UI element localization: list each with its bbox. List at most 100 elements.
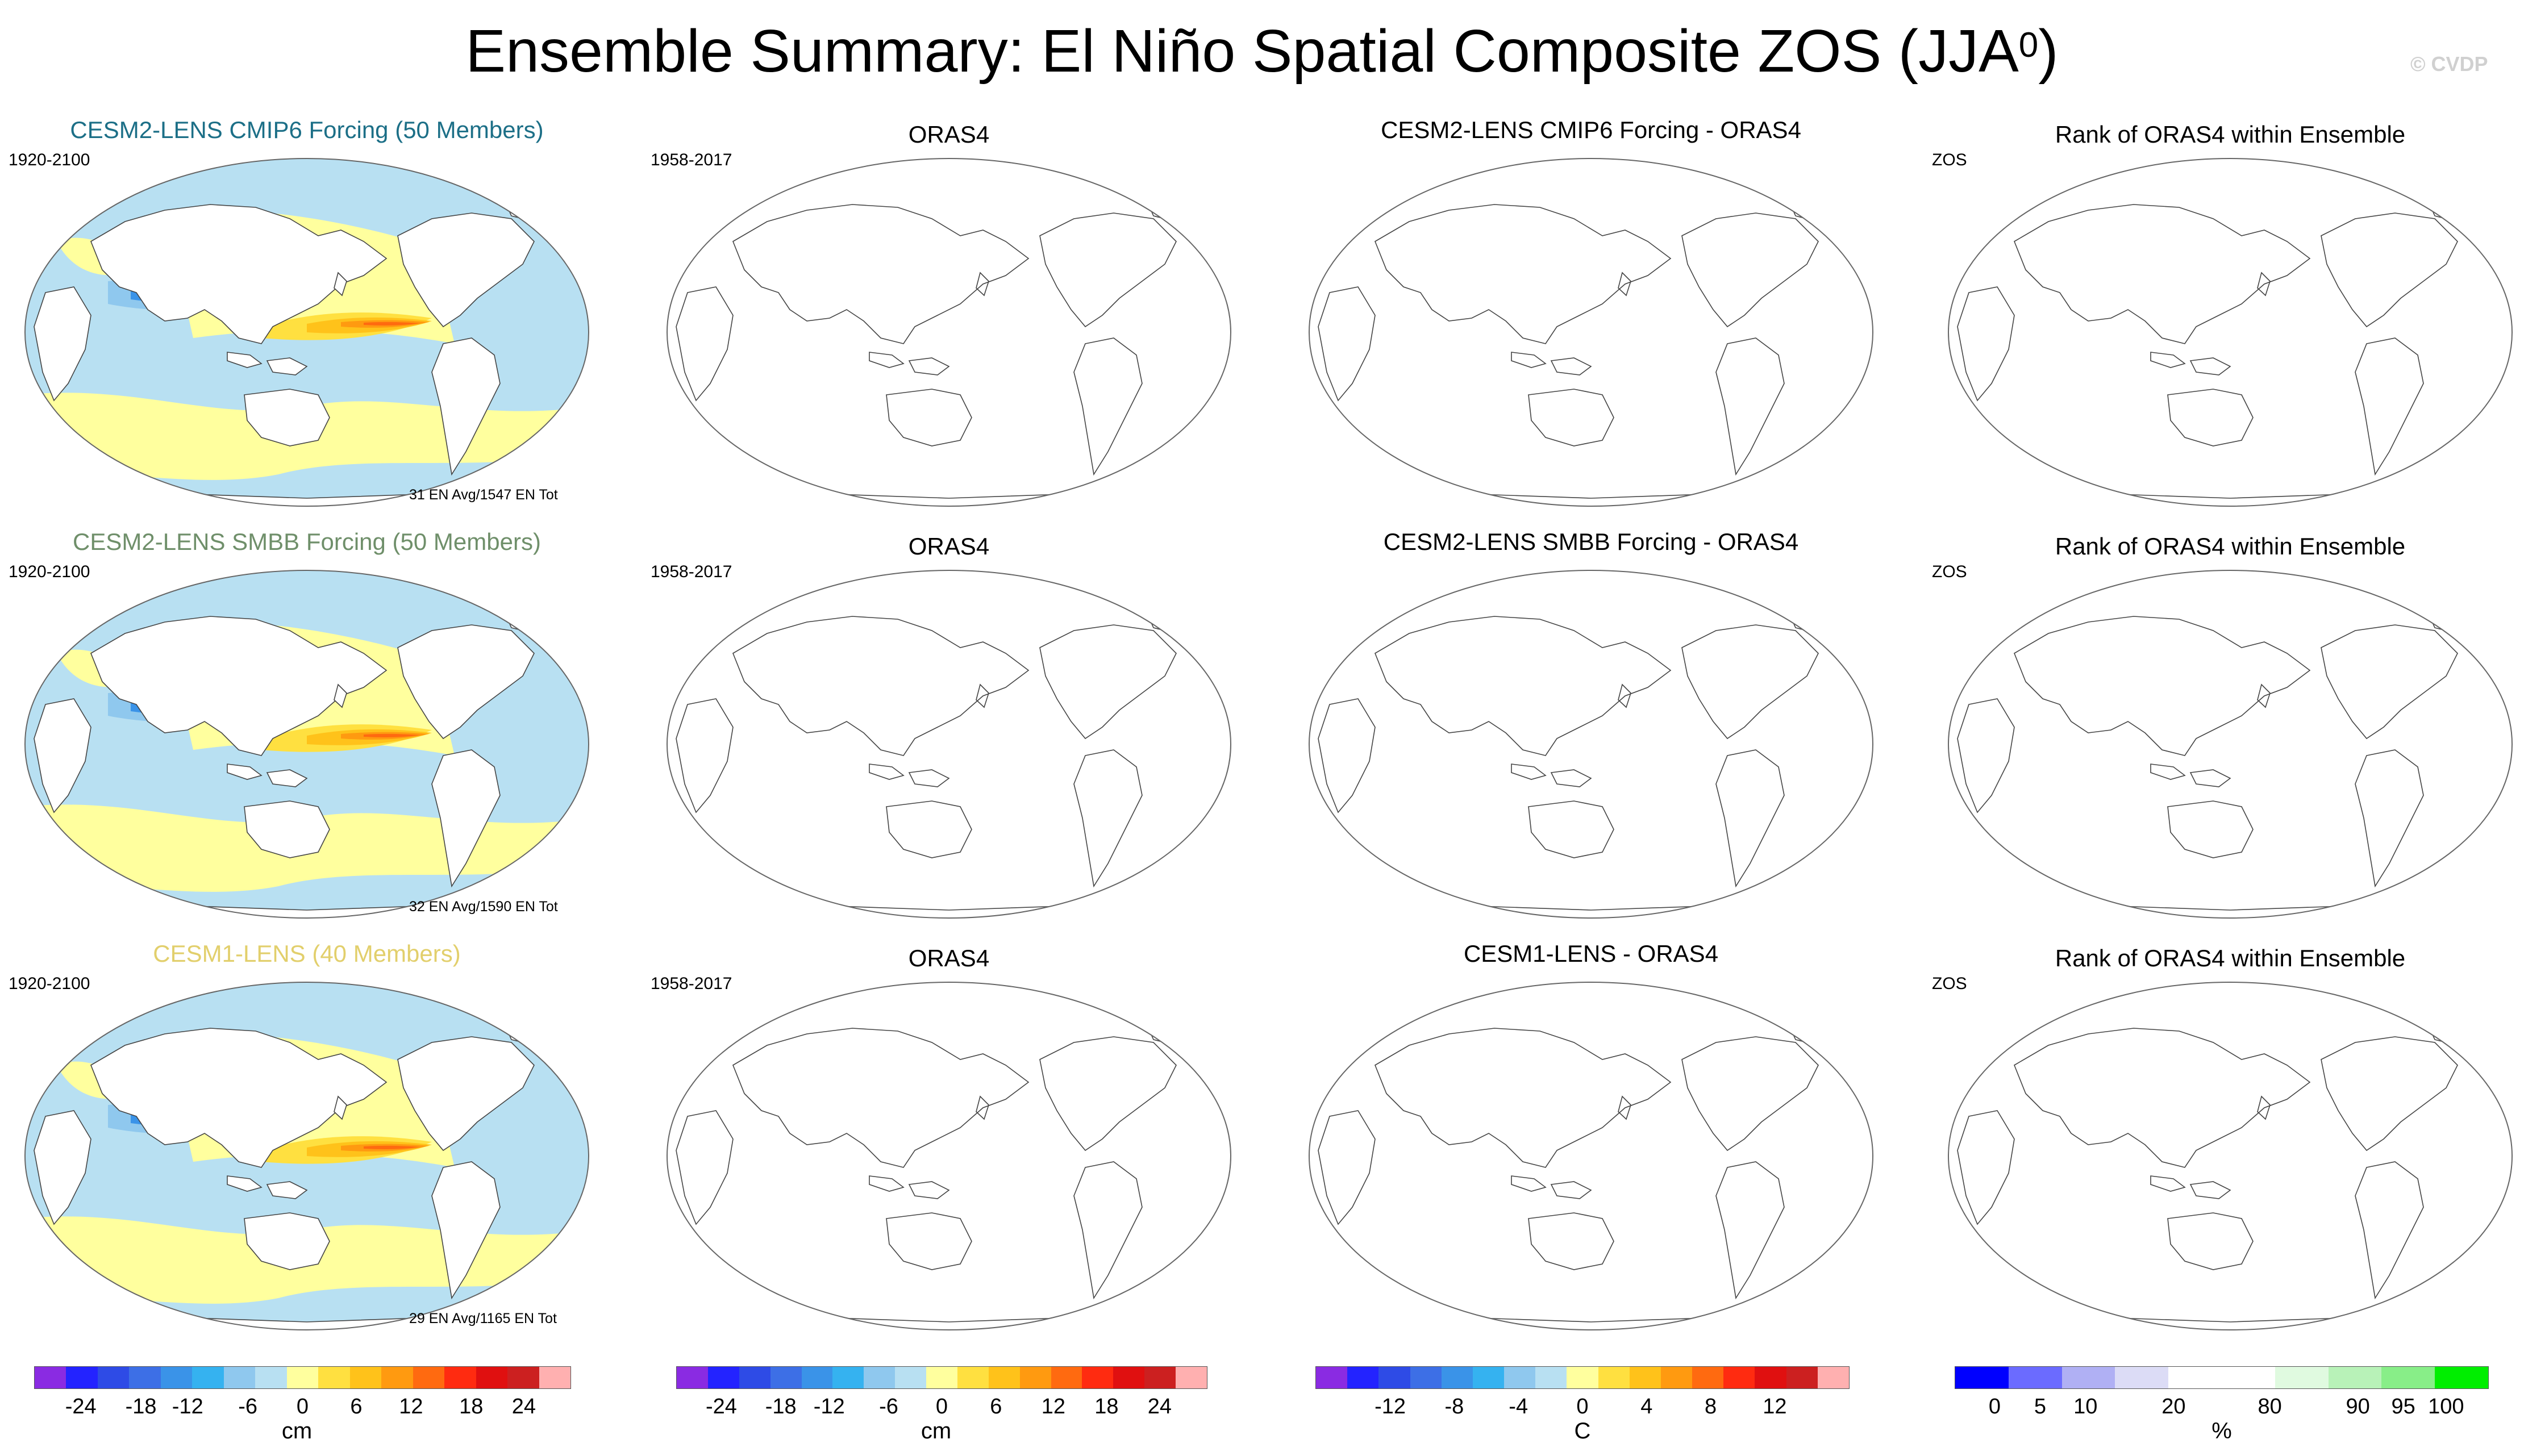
colorbar-2: -24 -18 -12 -6 0 6 12 18 24 cm [676, 1366, 1207, 1451]
colorbar-tick-label: -4 [1509, 1395, 1528, 1419]
colorbar-swatch [1504, 1367, 1536, 1388]
page-title: Ensemble Summary: El Niño Spatial Compos… [465, 18, 2059, 85]
colorbar-swatches [1315, 1366, 1850, 1389]
colorbar-swatch [1441, 1367, 1473, 1388]
colorbar-swatch [1567, 1367, 1598, 1388]
row2-rank-label: ZOS [1932, 562, 1967, 581]
row1-obs-title: ORAS4 [908, 121, 990, 148]
colorbar-tick-label: 20 [2161, 1395, 2186, 1419]
colorbar-tick-label: 4 [1640, 1395, 1653, 1419]
colorbar-tick-label: -24 [65, 1395, 97, 1419]
row2-ensemble-title: CESM2-LENS SMBB Forcing (50 Members) [73, 528, 541, 555]
row1-rank-map [1948, 158, 2513, 507]
colorbar-swatches [34, 1366, 571, 1389]
colorbar-swatch [2381, 1367, 2435, 1388]
colorbar-swatch [1955, 1367, 2009, 1388]
colorbar-tick-label: 100 [2428, 1395, 2464, 1419]
colorbar-swatch [1082, 1367, 1114, 1388]
row1-ensemble-label: 1920-2100 [9, 151, 90, 169]
colorbar-swatch [1410, 1367, 1442, 1388]
colorbar-swatch [739, 1367, 770, 1388]
colorbar-swatch [1472, 1367, 1505, 1388]
colorbar-swatch [2168, 1367, 2222, 1388]
colorbar-swatch [801, 1367, 833, 1388]
colorbar-swatch [2061, 1367, 2115, 1388]
colorbar-tick-label: -6 [238, 1395, 258, 1419]
colorbar-swatch [1817, 1367, 1849, 1388]
colorbar-tick-label: -18 [765, 1395, 797, 1419]
colorbar-swatch [1176, 1367, 1207, 1388]
row3-rank-map [1948, 982, 2513, 1330]
row2-diff-map [1309, 570, 1873, 919]
colorbar-swatch [957, 1367, 989, 1388]
colorbar-tick-label: -24 [706, 1395, 737, 1419]
colorbar-tick-label: 10 [2073, 1395, 2098, 1419]
colorbar-tick-label: 0 [296, 1395, 309, 1419]
colorbar-swatch [349, 1367, 382, 1388]
colorbar-tick-label: 90 [2346, 1395, 2370, 1419]
colorbar-tick-label: -12 [172, 1395, 203, 1419]
colorbar-swatch [1629, 1367, 1661, 1388]
colorbar-swatch [770, 1367, 802, 1388]
colorbar-swatch [1051, 1367, 1082, 1388]
colorbar-swatch [707, 1367, 739, 1388]
row2-diff-title: CESM2-LENS SMBB Forcing - ORAS4 [1383, 528, 1799, 555]
row2-rank-map [1948, 570, 2513, 919]
colorbar-swatch [1316, 1367, 1348, 1388]
colorbar-tick-label: 18 [459, 1395, 484, 1419]
colorbar-unit: C [1574, 1419, 1591, 1444]
row3-obs-title: ORAS4 [908, 945, 990, 971]
row3-ensemble-label: 1920-2100 [9, 974, 90, 993]
colorbar-tick-label: 0 [1988, 1395, 2001, 1419]
row1-rank-title: Rank of ORAS4 within Ensemble [2055, 121, 2406, 148]
colorbar-swatch [2435, 1367, 2488, 1388]
colorbar-tick-label: 8 [1705, 1395, 1717, 1419]
colorbar-tick-label: 80 [2258, 1395, 2282, 1419]
colorbar-swatch [223, 1367, 256, 1388]
colorbar-tick-label: 0 [1576, 1395, 1589, 1419]
colorbar-swatch [1755, 1367, 1786, 1388]
colorbar-swatch [1144, 1367, 1176, 1388]
row1-diff-map [1309, 158, 1873, 507]
colorbar-tick-label: 24 [511, 1395, 536, 1419]
colorbar-swatch [1723, 1367, 1755, 1388]
colorbar-swatch [864, 1367, 896, 1388]
cvdp-watermark: © CVDP [2410, 52, 2488, 76]
colorbar-unit: cm [281, 1419, 313, 1444]
row1-ensemble-count: 31 EN Avg/1547 EN Tot [409, 487, 558, 503]
colorbar-swatch [1598, 1367, 1630, 1388]
colorbar-swatch [192, 1367, 224, 1388]
colorbar-tick-label: 95 [2391, 1395, 2415, 1419]
colorbar-4: 0 5 10 20 80 90 95 100% [1955, 1366, 2489, 1451]
colorbar-unit: % [2211, 1419, 2232, 1444]
row1-ensemble-title: CESM2-LENS CMIP6 Forcing (50 Members) [70, 116, 544, 143]
row1-ensemble-map [24, 158, 589, 507]
colorbar-swatch [1113, 1367, 1145, 1388]
row1-obs-label: 1958-2017 [651, 151, 732, 169]
colorbar-tick-label: -18 [125, 1395, 157, 1419]
colorbar-3: -12 -8 -4 0 4 8 12 C [1315, 1366, 1850, 1451]
colorbar-swatch [1535, 1367, 1567, 1388]
row2-obs-title: ORAS4 [908, 533, 990, 560]
colorbar-tick-label: -12 [813, 1395, 845, 1419]
colorbar-swatch [1347, 1367, 1379, 1388]
colorbar-swatch [66, 1367, 98, 1388]
colorbar-swatch [318, 1367, 350, 1388]
row3-obs-label: 1958-2017 [651, 974, 732, 993]
row3-ensemble-count: 29 EN Avg/1165 EN Tot [409, 1311, 557, 1326]
colorbar-swatch [2275, 1367, 2329, 1388]
colorbar-swatch [444, 1367, 476, 1388]
colorbar-1: -24 -18 -12 -6 0 6 12 18 24 cm [34, 1366, 571, 1451]
colorbar-tick-label: 6 [350, 1395, 363, 1419]
colorbar-tick-label: 12 [1763, 1395, 1787, 1419]
row2-ensemble-label: 1920-2100 [9, 562, 90, 581]
colorbar-swatch [286, 1367, 319, 1388]
colorbar-tick-label: 24 [1147, 1395, 1172, 1419]
row3-ensemble-map [24, 982, 589, 1330]
colorbar-swatch [832, 1367, 864, 1388]
colorbar-tick-label: 0 [935, 1395, 948, 1419]
row3-rank-label: ZOS [1932, 974, 1967, 993]
row2-rank-title: Rank of ORAS4 within Ensemble [2055, 533, 2406, 560]
colorbar-swatches [676, 1366, 1207, 1389]
colorbar-swatch [926, 1367, 957, 1388]
